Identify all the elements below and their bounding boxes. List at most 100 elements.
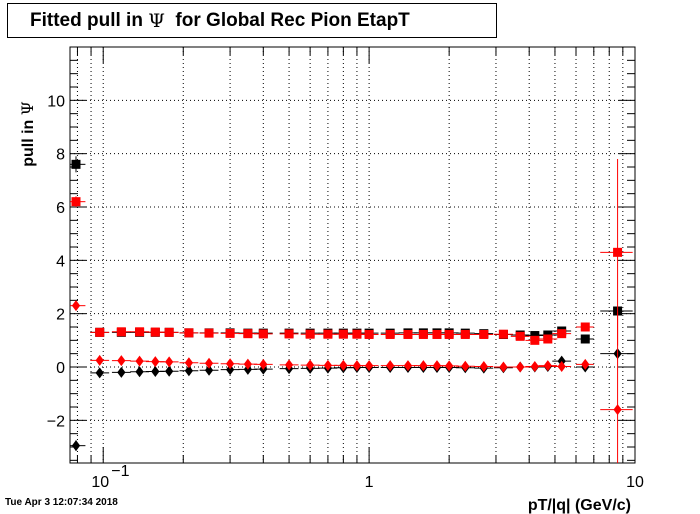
data-point-diamond — [445, 360, 454, 372]
data-point-diamond — [71, 300, 81, 312]
data-point-diamond — [557, 360, 566, 372]
data-point-square — [95, 327, 105, 337]
x-tick-label: 10 — [91, 474, 109, 491]
axis-ticks — [70, 47, 636, 463]
data-point-diamond — [259, 358, 268, 370]
data-point-diamond — [165, 365, 174, 377]
data-point-diamond — [284, 359, 294, 371]
data-point-square — [530, 335, 540, 345]
data-point-diamond — [499, 361, 508, 373]
series-4 — [70, 300, 633, 463]
data-point-square — [284, 329, 294, 339]
y-tick-label: −2 — [47, 413, 65, 430]
data-point-diamond — [364, 360, 374, 372]
series-1 — [70, 156, 633, 344]
data-point-diamond — [151, 366, 160, 378]
data-point-diamond — [165, 356, 174, 368]
data-point-diamond — [184, 357, 194, 369]
data-point-square — [444, 329, 454, 339]
data-point-square — [338, 329, 348, 339]
data-point-square — [323, 329, 333, 339]
data-point-diamond — [516, 361, 525, 373]
chart-title-prefix: Fitted pull in — [30, 9, 149, 31]
data-point-diamond — [151, 356, 160, 368]
y-tick-label: 2 — [56, 307, 65, 324]
data-point-square — [305, 329, 315, 339]
x-tick-label-exponent: −1 — [111, 463, 129, 480]
grid-lines — [70, 47, 635, 463]
data-point-diamond — [117, 355, 126, 367]
data-point-diamond — [95, 354, 104, 366]
x-tick-label: 10 — [626, 474, 644, 491]
data-point-square — [184, 328, 194, 338]
plot-frame — [69, 46, 636, 464]
data-point-diamond — [419, 360, 428, 372]
x-tick-label: 1 — [365, 474, 374, 491]
data-point-diamond — [432, 360, 442, 372]
data-point-diamond — [135, 366, 144, 378]
data-point-diamond — [95, 367, 104, 379]
data-point-square — [515, 331, 525, 341]
data-point-diamond — [461, 360, 470, 372]
data-point-square — [479, 329, 489, 339]
data-point-square — [71, 197, 81, 207]
data-point-square — [243, 329, 253, 339]
data-point-diamond — [184, 365, 194, 377]
data-point-square — [352, 329, 362, 339]
data-point-square — [71, 159, 81, 169]
y-axis-label-psi: Ψ — [18, 101, 37, 115]
data-point-square — [204, 328, 214, 338]
data-point-square — [116, 327, 126, 337]
data-point-diamond — [71, 440, 81, 452]
data-point-diamond — [323, 359, 333, 371]
data-point-diamond — [225, 364, 235, 376]
data-point-diamond — [243, 358, 253, 370]
data-point-diamond — [204, 364, 214, 376]
data-point-square — [385, 329, 395, 339]
data-point-square — [557, 329, 567, 339]
data-markers — [70, 156, 633, 463]
data-point-diamond — [135, 355, 144, 367]
data-point-diamond — [543, 360, 552, 372]
y-axis-label: pull in Ψ — [18, 101, 37, 167]
data-point-diamond — [352, 360, 362, 372]
data-point-square — [460, 329, 470, 339]
data-point-diamond — [581, 358, 590, 370]
y-axis-label-prefix: pull in — [20, 115, 37, 167]
data-point-square — [498, 329, 508, 339]
data-point-square — [543, 334, 553, 344]
data-point-square — [164, 327, 174, 337]
data-point-square — [364, 329, 374, 339]
chart-title-psi: Ψ — [148, 9, 165, 32]
data-point-diamond — [305, 359, 315, 371]
data-point-diamond — [386, 360, 395, 372]
y-tick-label: 8 — [56, 147, 65, 164]
data-point-square — [580, 334, 590, 344]
data-point-square — [150, 327, 160, 337]
y-tick-label: 4 — [56, 253, 65, 270]
data-point-square — [530, 331, 540, 341]
data-point-square — [135, 327, 145, 337]
data-point-square — [432, 329, 442, 339]
data-point-square — [418, 329, 428, 339]
x-axis-label: pT/|q| (GeV/c) — [528, 497, 631, 514]
y-tick-label: 10 — [47, 93, 65, 110]
y-tick-label: 0 — [56, 360, 65, 377]
data-point-square — [613, 247, 623, 257]
data-point-diamond — [403, 360, 413, 372]
series-2 — [70, 159, 633, 346]
data-point-diamond — [204, 357, 214, 369]
data-point-diamond — [339, 359, 348, 371]
data-point-diamond — [117, 366, 126, 378]
chart-title-suffix: for Global Rec Pion EtapT — [164, 9, 410, 31]
data-point-square — [258, 329, 268, 339]
chart-title: Fitted pull in Ψ for Global Rec Pion Eta… — [7, 3, 497, 38]
y-tick-label: 6 — [56, 200, 65, 217]
data-point-diamond — [225, 358, 235, 370]
data-point-square — [225, 328, 235, 338]
data-point-diamond — [530, 360, 539, 372]
data-point-square — [580, 322, 590, 332]
data-point-diamond — [613, 404, 622, 416]
